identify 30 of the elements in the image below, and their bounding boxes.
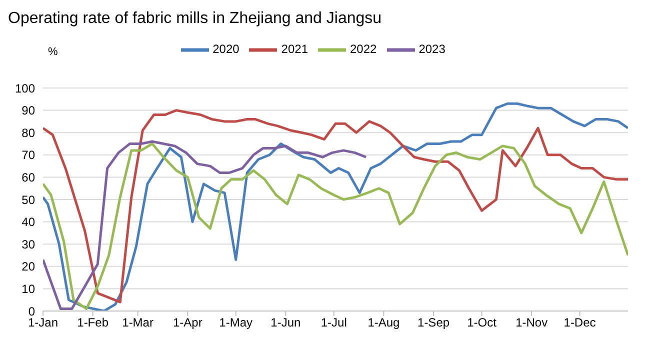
legend-label: 2023 [418, 42, 446, 56]
chart-title: Operating rate of fabric mills in Zhejiang and Jiangsu [8, 10, 382, 28]
y-tick-label: 10 [22, 282, 36, 296]
y-tick-label: 70 [22, 148, 36, 162]
y-tick-label: 30 [22, 237, 36, 252]
x-tick-label: 1-Oct [467, 316, 498, 330]
y-tick-label: 20 [22, 260, 36, 274]
x-tick-label: 1-Sep [418, 316, 450, 330]
y-tick-label: 50 [22, 192, 36, 207]
x-tick-label: 1-Jul [320, 316, 347, 330]
y-tick-label: 90 [22, 104, 36, 118]
y-tick-label: 40 [22, 215, 36, 230]
legend-label: 2022 [350, 42, 377, 56]
x-tick-label: 1-Aug [368, 316, 400, 330]
y-axis-title: % [48, 46, 58, 58]
y-tick-label: 0 [28, 304, 36, 318]
y-tick-label: 80 [22, 126, 36, 140]
y-tick-label: 60 [22, 170, 36, 184]
x-tick-label: 1-Dec [564, 316, 596, 330]
legend-label: 2020 [212, 42, 240, 56]
x-tick-label: 1-Feb [77, 316, 109, 330]
x-tick-label: 1-Nov [516, 316, 548, 330]
x-tick-label: 1-Jan [28, 316, 58, 330]
x-tick-label: 1-Apr [172, 316, 202, 330]
legend-label: 2021 [281, 42, 308, 56]
y-tick-label: 100 [14, 81, 36, 96]
line-series [43, 140, 368, 310]
x-tick-label: 1-May [219, 316, 253, 330]
x-tick-label: 1-Jun [270, 316, 301, 330]
x-tick-label: 1-Mar [122, 316, 154, 330]
